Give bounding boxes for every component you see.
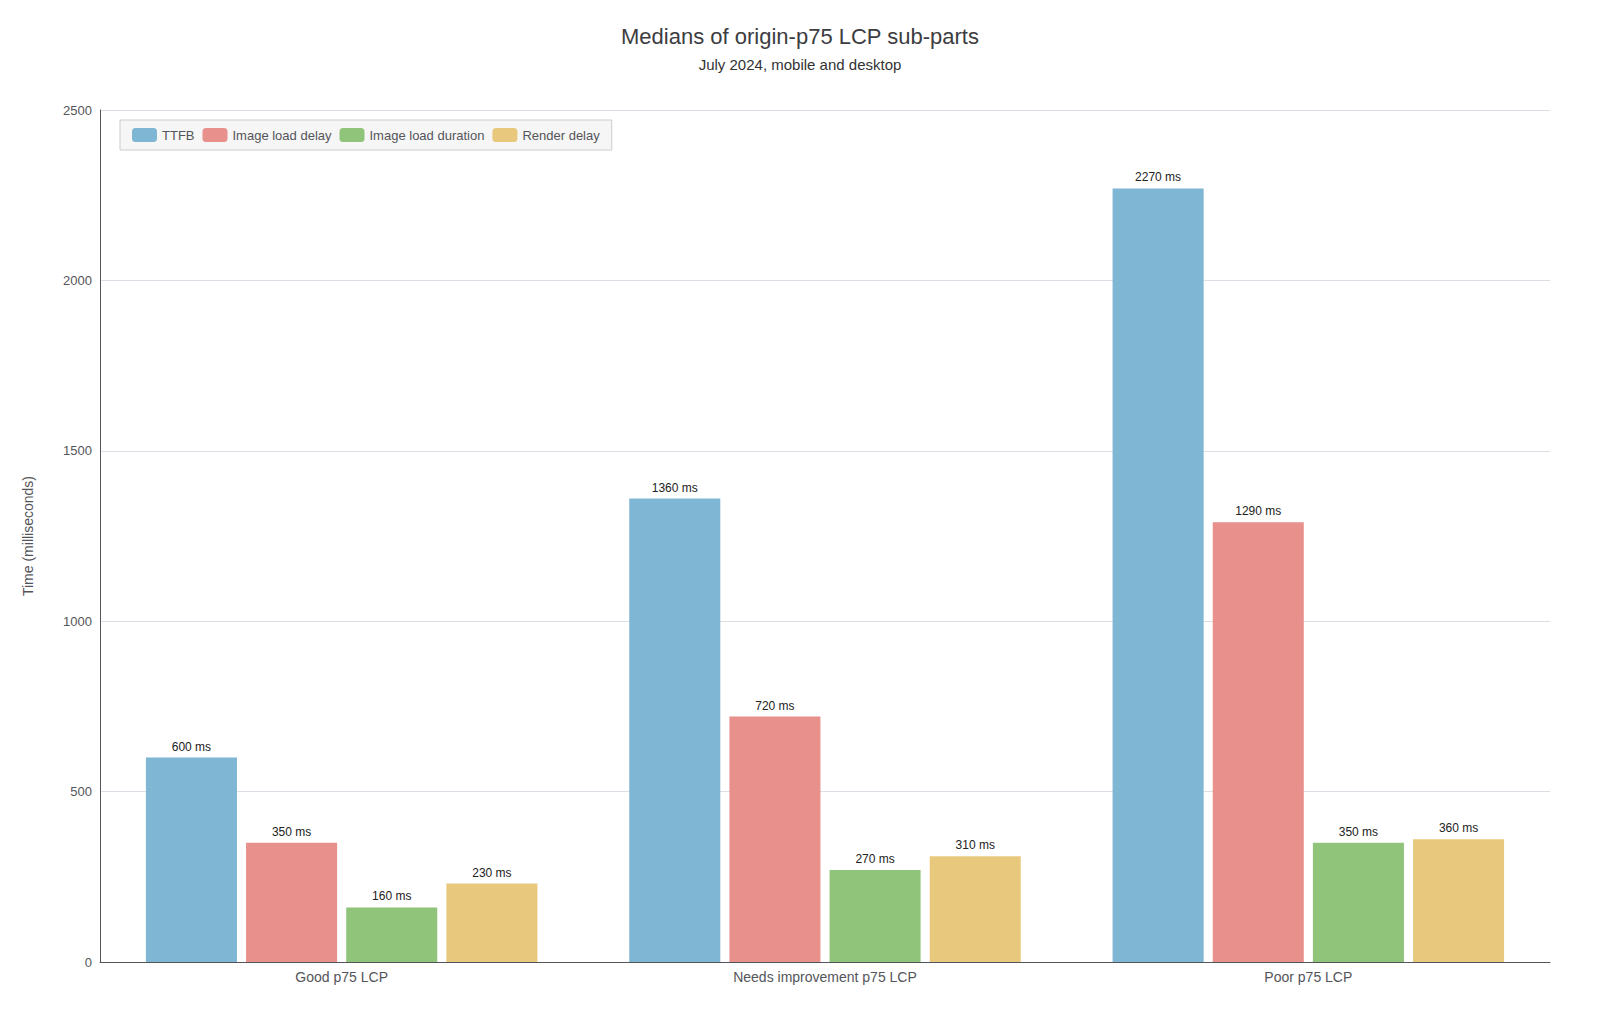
svg-text:Needs improvement p75 LCP: Needs improvement p75 LCP bbox=[733, 969, 917, 985]
svg-text:600 ms: 600 ms bbox=[172, 740, 211, 754]
svg-text:160 ms: 160 ms bbox=[372, 889, 411, 903]
svg-text:1360 ms: 1360 ms bbox=[652, 481, 698, 495]
svg-text:350 ms: 350 ms bbox=[272, 825, 311, 839]
svg-text:720 ms: 720 ms bbox=[755, 699, 794, 713]
svg-text:Good p75 LCP: Good p75 LCP bbox=[295, 969, 388, 985]
svg-text:Render delay: Render delay bbox=[522, 128, 600, 143]
svg-text:Time (milliseconds): Time (milliseconds) bbox=[20, 476, 36, 596]
svg-text:Image load delay: Image load delay bbox=[232, 128, 332, 143]
svg-text:2270 ms: 2270 ms bbox=[1135, 170, 1181, 184]
svg-text:500: 500 bbox=[70, 784, 92, 799]
svg-text:1290 ms: 1290 ms bbox=[1235, 504, 1281, 518]
svg-text:1500: 1500 bbox=[63, 443, 92, 458]
svg-text:350 ms: 350 ms bbox=[1339, 825, 1378, 839]
svg-text:0: 0 bbox=[85, 955, 92, 970]
svg-text:2500: 2500 bbox=[63, 103, 92, 118]
svg-text:230 ms: 230 ms bbox=[472, 866, 511, 880]
svg-text:July 2024, mobile and desktop: July 2024, mobile and desktop bbox=[699, 56, 902, 73]
svg-text:270 ms: 270 ms bbox=[855, 852, 894, 866]
svg-text:Poor p75 LCP: Poor p75 LCP bbox=[1264, 969, 1352, 985]
svg-text:TTFB: TTFB bbox=[162, 128, 195, 143]
svg-text:360 ms: 360 ms bbox=[1439, 821, 1478, 835]
svg-text:Medians of origin-p75 LCP sub-: Medians of origin-p75 LCP sub-parts bbox=[621, 24, 979, 49]
svg-text:1000: 1000 bbox=[63, 614, 92, 629]
svg-text:2000: 2000 bbox=[63, 273, 92, 288]
svg-text:310 ms: 310 ms bbox=[956, 838, 995, 852]
svg-text:Image load duration: Image load duration bbox=[370, 128, 485, 143]
